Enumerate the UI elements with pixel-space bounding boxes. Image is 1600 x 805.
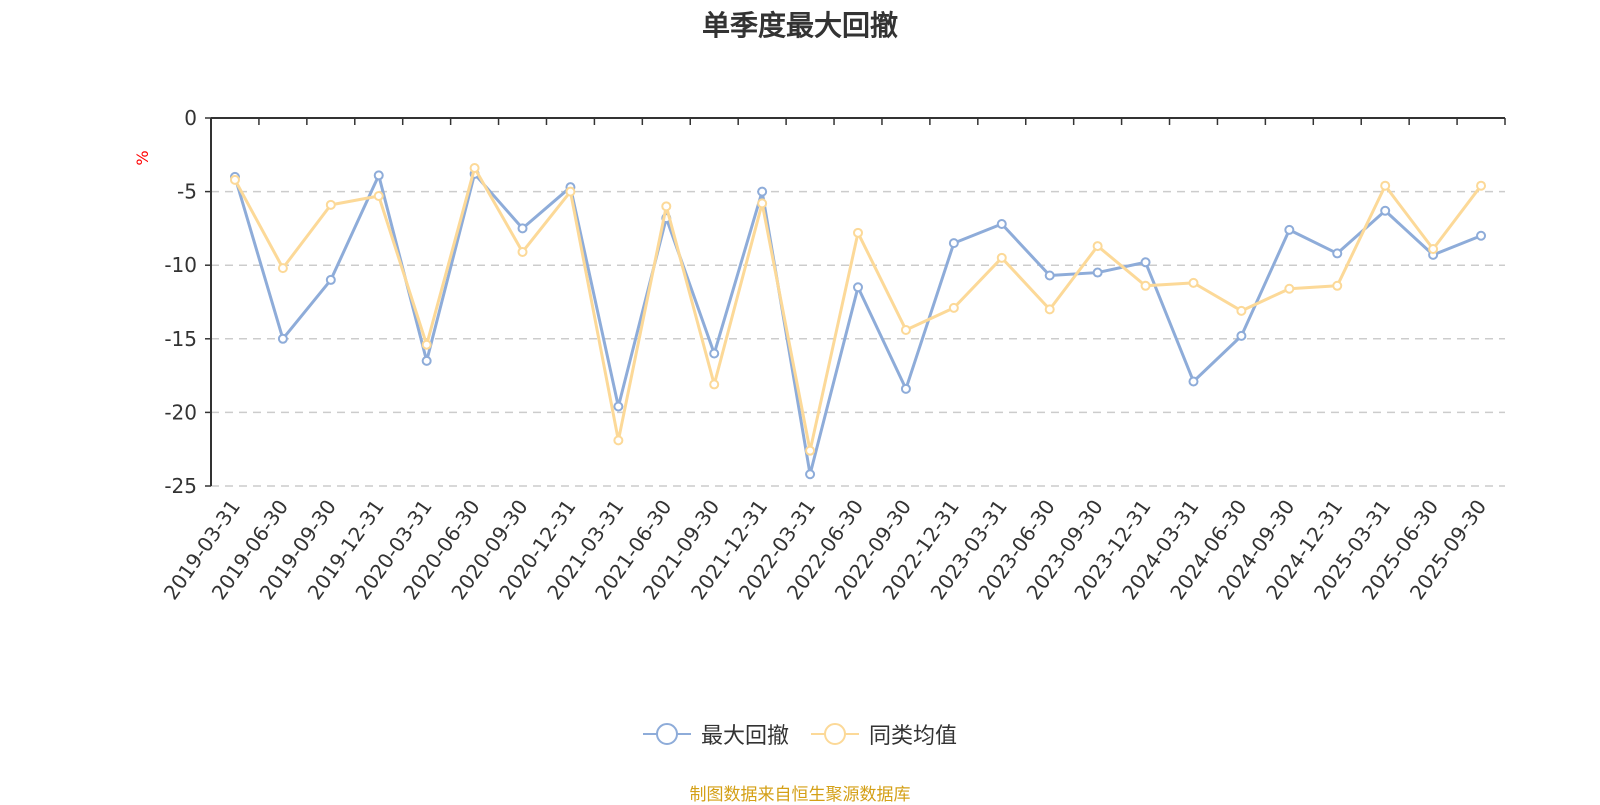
legend-label: 最大回撤 — [700, 724, 789, 749]
series-1-point — [948, 238, 959, 249]
y-tick-label: -20 — [164, 400, 197, 424]
chart-title: 单季度最大回撤 — [701, 9, 898, 42]
series-1-point — [421, 355, 432, 366]
legend-label: 同类均值 — [869, 724, 958, 749]
series-1-point — [277, 333, 288, 344]
series-line-2 — [233, 166, 1483, 453]
series-1-point — [900, 383, 911, 394]
series-1-point — [709, 348, 720, 359]
series-1-point — [853, 282, 863, 293]
y-axis-unit-label: % — [133, 150, 152, 165]
series-2-point — [1284, 283, 1295, 294]
legend-swatch-marker — [655, 723, 678, 745]
series-1-point — [1236, 330, 1247, 341]
series-1-point — [1380, 205, 1391, 216]
series-2-point — [469, 163, 480, 174]
series-lines — [229, 163, 1487, 480]
axes — [205, 117, 1506, 487]
legend: 最大回撤 同类均值 — [0, 718, 1600, 750]
y-tick-label: -5 — [177, 180, 197, 204]
series-2-point — [900, 324, 911, 335]
series-2-point — [1428, 244, 1439, 255]
series-1-point — [325, 274, 336, 285]
series-2-point — [853, 227, 863, 238]
series-2-point — [757, 198, 768, 209]
series-2-point — [1044, 304, 1055, 315]
series-2-point — [517, 246, 528, 257]
series-1-point — [996, 218, 1007, 229]
series-1-point — [1188, 376, 1199, 387]
y-tick-label: -15 — [164, 327, 197, 351]
tick-labels: 0-5-10-15-20-252019-03-312019-06-302019-… — [159, 106, 1491, 604]
series-2-point — [1140, 280, 1151, 291]
legend-swatch-icon — [642, 723, 691, 745]
series-1-point — [757, 186, 768, 197]
series-2-point — [1236, 305, 1247, 316]
legend-item-2[interactable]: 同类均值 — [811, 718, 957, 750]
series-1-point — [1092, 267, 1103, 278]
y-tick-label: 0 — [184, 106, 197, 130]
series-2-point — [229, 174, 240, 185]
series-1-point — [1140, 257, 1151, 268]
series-1-point — [1284, 224, 1295, 235]
series-1-point — [1332, 248, 1343, 259]
series-2-point — [421, 339, 432, 350]
series-2-point — [709, 379, 720, 390]
legend-item-1[interactable]: 最大回撤 — [642, 718, 789, 750]
legend-swatch-marker — [824, 723, 846, 745]
series-2-point — [565, 186, 576, 197]
series-1-point — [613, 401, 624, 412]
source-footer: 制图数据来自恒生聚源数据库 — [689, 785, 911, 805]
series-1-point — [805, 469, 816, 480]
legend-swatch-icon — [811, 723, 859, 745]
series-1-point — [1044, 270, 1055, 281]
series-2-point — [661, 201, 672, 212]
series-2-point — [805, 445, 816, 456]
series-2-point — [277, 263, 288, 274]
y-tick-label: -10 — [164, 253, 197, 277]
series-1-point — [517, 223, 528, 234]
series-line-1 — [233, 172, 1482, 476]
y-tick-label: -25 — [164, 474, 197, 498]
series-1-point — [1476, 230, 1487, 241]
series-2-point — [1188, 277, 1199, 288]
series-2-point — [948, 302, 959, 313]
series-2-point — [373, 191, 384, 202]
series-2-point — [613, 435, 624, 446]
series-2-point — [325, 199, 336, 210]
series-1-point — [373, 170, 384, 181]
series-2-point — [1380, 180, 1391, 191]
series-2-point — [1092, 241, 1103, 252]
series-2-point — [1476, 180, 1487, 191]
series-2-point — [1332, 280, 1343, 291]
grid-lines — [211, 190, 1505, 487]
series-2-point — [996, 252, 1007, 263]
